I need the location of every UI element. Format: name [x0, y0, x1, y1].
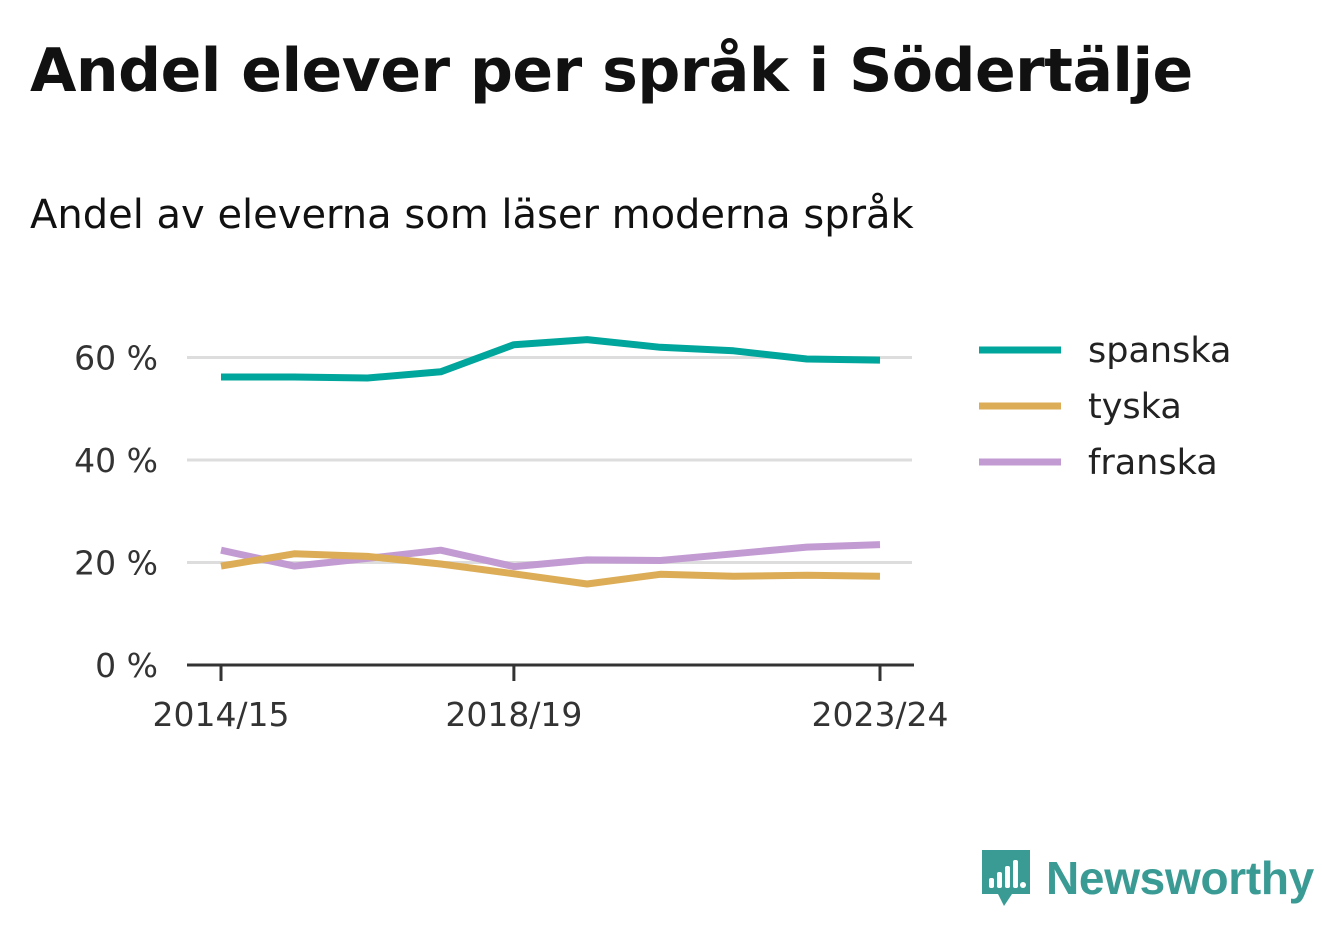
x-tick-label: 2018/19 [445, 695, 582, 734]
axes: 0 % 20 % 40 % 60 % 2014/15 2018/19 2023/24 [74, 339, 948, 735]
bar-chart-speech-bubble-icon [982, 850, 1030, 906]
x-tick-label: 2023/24 [811, 695, 948, 734]
legend-label-tyska: tyska [1088, 387, 1182, 427]
legend: spanska tyska franska [979, 331, 1231, 483]
series-line-spanska [221, 336, 881, 382]
legend-label-franska: franska [1088, 443, 1218, 483]
y-tick-label: 40 % [74, 441, 158, 480]
brand-name: Newsworthy [1046, 852, 1314, 904]
newsworthy-logo: Newsworthy [980, 848, 1314, 908]
gridlines [187, 356, 912, 564]
series-lines [220, 336, 881, 588]
y-tick-label: 0 % [95, 646, 158, 685]
chart-title: Andel elever per språk i Södertälje [30, 36, 1193, 106]
y-tick-label: 20 % [74, 544, 158, 583]
x-tick-label: 2014/15 [152, 695, 289, 734]
legend-label-spanska: spanska [1088, 331, 1231, 371]
chart-subtitle: Andel av eleverna som läser moderna språ… [30, 192, 914, 238]
y-tick-label: 60 % [74, 339, 158, 378]
series-line-tyska [220, 550, 881, 588]
series-line-franska [220, 541, 881, 571]
